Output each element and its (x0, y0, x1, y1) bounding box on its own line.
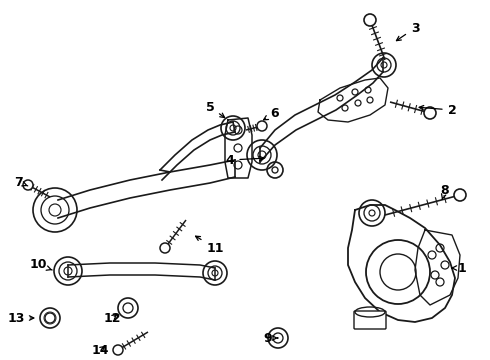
Circle shape (454, 189, 466, 201)
Circle shape (257, 121, 267, 131)
Text: 10: 10 (29, 258, 52, 271)
Text: 14: 14 (91, 343, 109, 356)
Text: 13: 13 (7, 311, 34, 324)
Text: 3: 3 (396, 22, 419, 41)
Circle shape (424, 107, 436, 119)
Polygon shape (225, 118, 252, 178)
Text: 12: 12 (103, 311, 121, 324)
Polygon shape (318, 78, 388, 122)
Text: 8: 8 (441, 184, 449, 199)
Text: 1: 1 (452, 261, 466, 274)
Text: 11: 11 (196, 236, 224, 255)
FancyBboxPatch shape (354, 311, 386, 329)
Circle shape (160, 243, 170, 253)
Circle shape (23, 180, 33, 190)
Text: 9: 9 (264, 332, 278, 345)
Text: 7: 7 (14, 176, 28, 189)
Text: 2: 2 (419, 104, 456, 117)
Circle shape (113, 345, 123, 355)
Text: 5: 5 (206, 100, 224, 118)
Text: 4: 4 (225, 153, 264, 166)
Circle shape (364, 14, 376, 26)
Text: 6: 6 (264, 107, 279, 120)
